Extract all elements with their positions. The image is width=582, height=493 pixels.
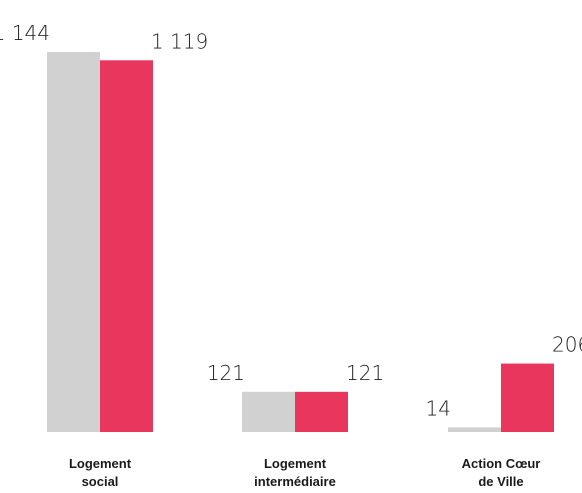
bar — [100, 60, 153, 432]
category-label: Logement social — [68, 456, 132, 489]
bar — [47, 52, 100, 432]
value-label: 206 — [552, 333, 582, 357]
value-label: 1 119 — [151, 29, 208, 53]
category-label: Logement intermédiaire — [254, 456, 336, 489]
value-label: 121 — [346, 361, 384, 385]
category-label: Action Cœur de Ville — [461, 456, 541, 489]
bar — [448, 427, 501, 432]
bar — [242, 391, 295, 432]
bar — [501, 363, 554, 432]
bar — [295, 391, 348, 432]
value-label: 14 — [426, 396, 451, 420]
value-label: 1 144 — [0, 21, 50, 45]
value-label: 121 — [207, 361, 245, 385]
